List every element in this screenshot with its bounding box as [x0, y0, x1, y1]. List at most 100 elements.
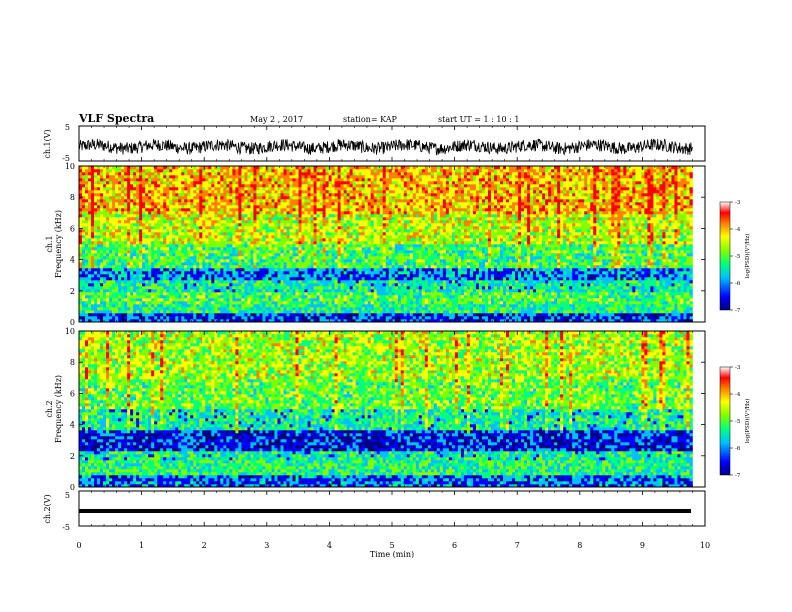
spectrogram-cell: [142, 283, 145, 286]
spectrogram-cell: [85, 205, 88, 208]
spectrogram-cell: [145, 235, 148, 238]
spectrogram-cell: [151, 184, 154, 187]
spectrogram-cell: [154, 301, 157, 304]
spectrogram-cell: [124, 301, 127, 304]
spectrogram-cell: [139, 223, 142, 226]
spectrogram-cell: [169, 196, 172, 199]
spectrogram-cell: [106, 268, 109, 271]
spectrogram-cell: [130, 205, 133, 208]
spectrogram-cell: [106, 220, 109, 223]
spectrogram-cell: [82, 214, 85, 217]
spectrogram-cell: [133, 304, 136, 307]
spectrogram-cell: [118, 304, 121, 307]
spectrogram-cell: [88, 298, 91, 301]
spectrogram-cell: [157, 235, 160, 238]
spectrogram-cell: [103, 304, 106, 307]
spectrogram-cell: [133, 301, 136, 304]
spectrogram-cell: [82, 271, 85, 274]
spectrogram-cell: [136, 181, 139, 184]
spectrogram-cell: [172, 199, 175, 202]
spectrogram-cell: [94, 169, 97, 172]
spectrogram-cell: [91, 238, 94, 241]
spectrogram-cell: [154, 268, 157, 271]
spectrogram-cell: [124, 181, 127, 184]
spectrogram-cell: [106, 259, 109, 262]
spectrogram-cell: [88, 193, 91, 196]
spectrogram-cell: [94, 310, 97, 313]
spectrogram-cell: [91, 298, 94, 301]
spectrogram-cell: [133, 187, 136, 190]
spectrogram-cell: [142, 223, 145, 226]
spectrogram-cell: [139, 205, 142, 208]
spectrogram-cell: [91, 253, 94, 256]
spectrogram-cell: [124, 247, 127, 250]
spectrogram-cell: [109, 292, 112, 295]
spectrogram-cell: [148, 316, 151, 319]
spectrogram-cell: [142, 298, 145, 301]
spectrogram-cell: [163, 169, 166, 172]
spectrogram-cell: [88, 295, 91, 298]
spectrogram-cell: [130, 226, 133, 229]
spectrogram-cell: [166, 280, 169, 283]
spectrogram-cell: [154, 256, 157, 259]
spectrogram-cell: [103, 208, 106, 211]
spectrogram-cell: [166, 253, 169, 256]
spectrogram-cell: [106, 226, 109, 229]
spectrogram-cell: [115, 223, 118, 226]
spectrogram-cell: [154, 286, 157, 289]
spectrogram-cell: [154, 304, 157, 307]
spectrogram-cell: [82, 178, 85, 181]
spectrogram-cell: [133, 223, 136, 226]
spectrogram-cell: [166, 295, 169, 298]
spectrogram-cell: [118, 283, 121, 286]
spectrogram-cell: [142, 313, 145, 316]
spectrogram-cell: [148, 253, 151, 256]
spectrogram-cell: [88, 265, 91, 268]
spectrogram-cell: [109, 268, 112, 271]
spectrogram-cell: [97, 280, 100, 283]
spectrogram-cell: [88, 289, 91, 292]
spectrogram-cell: [115, 316, 118, 319]
spectrogram-cell: [169, 244, 172, 247]
spectrogram-cell: [130, 193, 133, 196]
spectrogram-cell: [127, 304, 130, 307]
start-time-label: start UT = 1 : 10 : 1: [438, 115, 519, 124]
spectrogram-cell: [115, 181, 118, 184]
spectrogram-cell: [151, 286, 154, 289]
spectrogram-cell: [172, 220, 175, 223]
spectrogram-cell: [142, 301, 145, 304]
spectrogram-cell: [133, 232, 136, 235]
spectrogram-cell: [85, 310, 88, 313]
spectrogram-cell: [136, 241, 139, 244]
spectrogram-cell: [118, 262, 121, 265]
spectrogram-cell: [148, 196, 151, 199]
spectrogram-cell: [121, 226, 124, 229]
spectrogram-cell: [112, 292, 115, 295]
spectrogram-cell: [169, 172, 172, 175]
spectrogram-cell: [154, 190, 157, 193]
spectrogram-cell: [103, 256, 106, 259]
spectrogram-cell: [142, 274, 145, 277]
spectrogram-cell: [172, 262, 175, 265]
spectrogram-cell: [160, 184, 163, 187]
spectrogram-cell: [100, 241, 103, 244]
spectrogram-cell: [118, 220, 121, 223]
spectrogram-cell: [115, 235, 118, 238]
spectrogram-cell: [157, 226, 160, 229]
spectrogram-cell: [157, 313, 160, 316]
spectrogram-cell: [127, 181, 130, 184]
spectrogram-cell: [130, 187, 133, 190]
spectrogram-cell: [148, 226, 151, 229]
spectrogram-cell: [91, 304, 94, 307]
spectrogram-cell: [163, 205, 166, 208]
spectrogram-cell: [82, 247, 85, 250]
spectrogram-cell: [133, 280, 136, 283]
spectrogram-cell: [91, 184, 94, 187]
spectrogram-cell: [94, 217, 97, 220]
spectrogram-cell: [166, 259, 169, 262]
spectrogram-cell: [118, 196, 121, 199]
spectrogram-cell: [151, 241, 154, 244]
spectrogram-cell: [103, 301, 106, 304]
spectrogram-cell: [142, 310, 145, 313]
spectrogram-cell: [109, 253, 112, 256]
